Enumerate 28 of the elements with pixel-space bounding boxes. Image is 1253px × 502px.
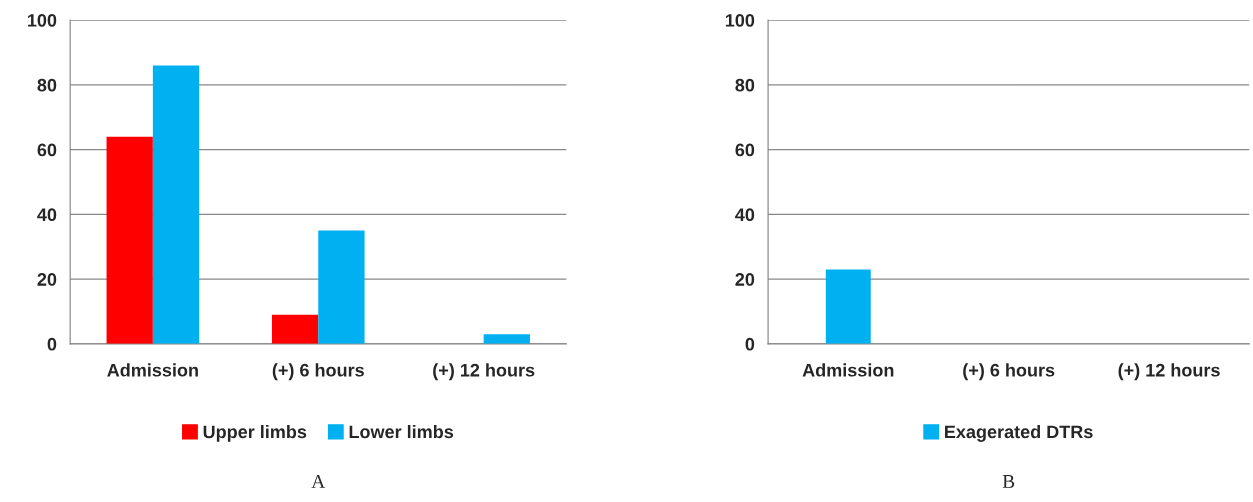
- x-tick-label: (+) 6 hours: [963, 363, 1055, 381]
- legend-label: Upper limbs: [203, 424, 307, 442]
- y-tick-label: 0: [47, 337, 57, 351]
- text: A: [311, 474, 326, 488]
- y-tick-label: 20: [37, 273, 57, 286]
- x-tick-label: Admission: [802, 363, 894, 377]
- y-tick-label: 80: [735, 78, 755, 92]
- bar: [271, 314, 319, 344]
- bar: [483, 334, 530, 344]
- y-tick-label: 20: [735, 273, 755, 286]
- bar: [318, 230, 365, 344]
- y-tick-label: 60: [735, 143, 755, 157]
- legend-label: Exagerated DTRs: [945, 424, 1093, 442]
- y-tick-label: 100: [725, 14, 755, 27]
- bar: [152, 65, 200, 344]
- x-tick-label: (+) 6 hours: [272, 363, 364, 381]
- x-tick-label: Admission: [107, 363, 198, 377]
- legend-label: Lower limbs: [349, 424, 454, 439]
- y-tick-label: 40: [37, 208, 57, 222]
- y-tick-label: 60: [37, 143, 57, 157]
- y-tick-label: 80: [37, 78, 57, 92]
- x-tick-label: (+) 12 hours: [433, 363, 535, 381]
- y-tick-label: 100: [27, 14, 57, 27]
- y-tick-label: 40: [735, 208, 755, 222]
- y-tick-label: 0: [745, 337, 755, 351]
- bar: [106, 136, 153, 344]
- x-tick-label: (+) 12 hours: [1118, 363, 1220, 381]
- text: B: [1002, 475, 1015, 488]
